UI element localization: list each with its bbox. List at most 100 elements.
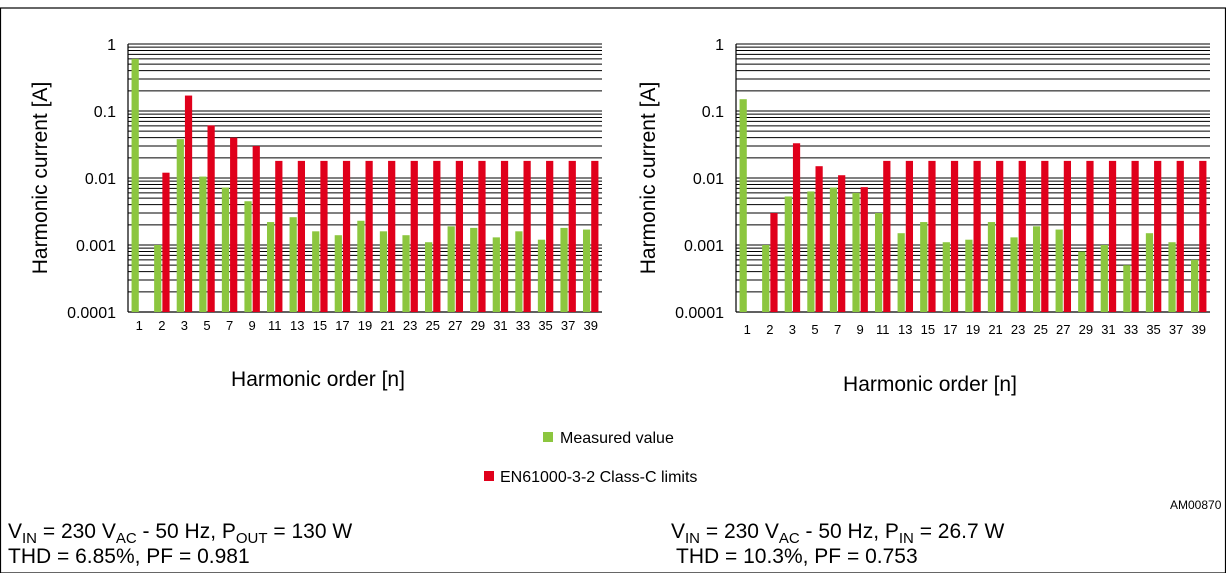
bar-measured bbox=[357, 220, 365, 312]
bar-limit bbox=[1041, 160, 1049, 312]
x-tick-label: 7 bbox=[834, 322, 841, 337]
bar-measured bbox=[470, 227, 478, 312]
x-tick-label: 37 bbox=[561, 318, 575, 333]
x-tick-label: 23 bbox=[403, 318, 417, 333]
x-tick-label: 3 bbox=[181, 318, 188, 333]
bar-measured bbox=[515, 231, 523, 312]
x-tick-label: 3 bbox=[789, 322, 796, 337]
bar-limit bbox=[1086, 160, 1094, 312]
conditions-right-line1: VIN = 230 VAC - 50 Hz, PIN = 26.7 W bbox=[671, 520, 1005, 547]
y-tick-label: 0.001 bbox=[684, 238, 724, 255]
bar-measured bbox=[402, 235, 410, 312]
bar-limit bbox=[162, 172, 170, 312]
conditions-right: VIN = 230 VAC - 50 Hz, PIN = 26.7 W THD … bbox=[671, 520, 1005, 568]
bar-limit bbox=[996, 160, 1004, 312]
bar-measured bbox=[424, 242, 433, 312]
legend: Measured value EN61000-3-2 Class-C limit… bbox=[484, 430, 697, 486]
x-tick-label: 39 bbox=[583, 318, 597, 333]
bar-measured bbox=[582, 229, 591, 312]
bar-limit bbox=[1063, 160, 1072, 312]
bar-limit bbox=[1018, 160, 1026, 312]
y-tick-label: 0.01 bbox=[693, 171, 724, 188]
bar-measured bbox=[334, 235, 342, 312]
bar-measured bbox=[379, 231, 388, 312]
bar-measured bbox=[829, 187, 838, 312]
bar-measured bbox=[199, 176, 207, 312]
x-tick-label: 21 bbox=[380, 318, 394, 333]
chart-2-x-axis-label: Harmonic order [n] bbox=[843, 373, 1017, 396]
x-tick-label: 35 bbox=[538, 318, 552, 333]
bar-limit bbox=[860, 187, 868, 312]
chart-1-x-axis-label: Harmonic order [n] bbox=[231, 368, 405, 391]
x-tick-label: 17 bbox=[335, 318, 349, 333]
bar-measured bbox=[447, 226, 455, 312]
bar-measured bbox=[1190, 259, 1199, 312]
bar-limit bbox=[523, 160, 531, 312]
x-tick-label: 7 bbox=[226, 318, 233, 333]
bar-limit bbox=[252, 146, 260, 312]
bar-limit bbox=[410, 160, 418, 312]
bar-limit bbox=[546, 160, 554, 312]
bar-measured bbox=[762, 245, 770, 312]
chart-2-y-axis-label: Harmonic current [A] bbox=[637, 82, 660, 275]
bar-measured bbox=[312, 231, 320, 312]
bar-measured bbox=[537, 239, 546, 312]
y-tick-label: 0.1 bbox=[702, 104, 724, 121]
x-tick-label: 9 bbox=[857, 322, 864, 337]
x-tick-label: 1 bbox=[744, 322, 751, 337]
bar-limit bbox=[207, 125, 215, 312]
x-tick-label: 5 bbox=[203, 318, 210, 333]
bar-limit bbox=[184, 95, 193, 312]
x-tick-label: 27 bbox=[448, 318, 462, 333]
chart-1-y-axis-label: Harmonic current [A] bbox=[29, 82, 52, 275]
bar-measured bbox=[1145, 233, 1154, 312]
bar-measured bbox=[289, 217, 297, 312]
y-tick-label: 0.001 bbox=[76, 238, 116, 255]
bar-limit bbox=[365, 160, 373, 312]
y-tick-label: 1 bbox=[715, 37, 724, 54]
bar-limit bbox=[1108, 160, 1117, 312]
x-tick-label: 33 bbox=[1124, 322, 1138, 337]
x-tick-label: 13 bbox=[898, 322, 912, 337]
bar-measured bbox=[221, 187, 230, 312]
figure-id-label: AM00870 bbox=[1170, 498, 1222, 512]
bar-limit bbox=[1176, 160, 1184, 312]
x-tick-label: 2 bbox=[158, 318, 165, 333]
x-tick-label: 11 bbox=[268, 318, 282, 333]
bar-measured bbox=[1100, 245, 1108, 312]
bar-limit bbox=[1131, 160, 1139, 312]
x-tick-label: 35 bbox=[1146, 322, 1160, 337]
x-tick-label: 37 bbox=[1169, 322, 1183, 337]
x-tick-label: 39 bbox=[1191, 322, 1205, 337]
bar-measured bbox=[1123, 265, 1131, 312]
conditions-left-line2: THD = 6.85%, PF = 0.981 bbox=[8, 545, 250, 568]
x-tick-label: 19 bbox=[358, 318, 372, 333]
bar-limit bbox=[770, 213, 778, 312]
bar-limit bbox=[342, 160, 351, 312]
x-tick-label: 33 bbox=[516, 318, 530, 333]
x-tick-label: 29 bbox=[471, 318, 485, 333]
x-tick-label: 15 bbox=[921, 322, 935, 337]
bar-measured bbox=[1078, 251, 1086, 312]
x-tick-label: 19 bbox=[966, 322, 980, 337]
bar-measured bbox=[965, 239, 973, 312]
bar-measured bbox=[492, 237, 500, 312]
y-tick-label: 0.1 bbox=[94, 104, 116, 121]
x-tick-label: 21 bbox=[988, 322, 1002, 337]
x-tick-label: 25 bbox=[1033, 322, 1047, 337]
bar-measured bbox=[784, 196, 792, 312]
bar-measured bbox=[560, 227, 568, 312]
bar-limit bbox=[905, 160, 914, 312]
bar-measured bbox=[874, 213, 883, 312]
chart-2-bars bbox=[739, 99, 1207, 312]
bar-limit bbox=[792, 143, 801, 312]
x-tick-label: 31 bbox=[1101, 322, 1115, 337]
conditions-left-line1: VIN = 230 VAC - 50 Hz, POUT = 130 W bbox=[8, 520, 352, 547]
bar-measured bbox=[739, 99, 747, 312]
conditions-left: VIN = 230 VAC - 50 Hz, POUT = 130 W THD … bbox=[8, 520, 352, 568]
bar-measured bbox=[1055, 229, 1063, 312]
bar-measured bbox=[1010, 237, 1018, 312]
